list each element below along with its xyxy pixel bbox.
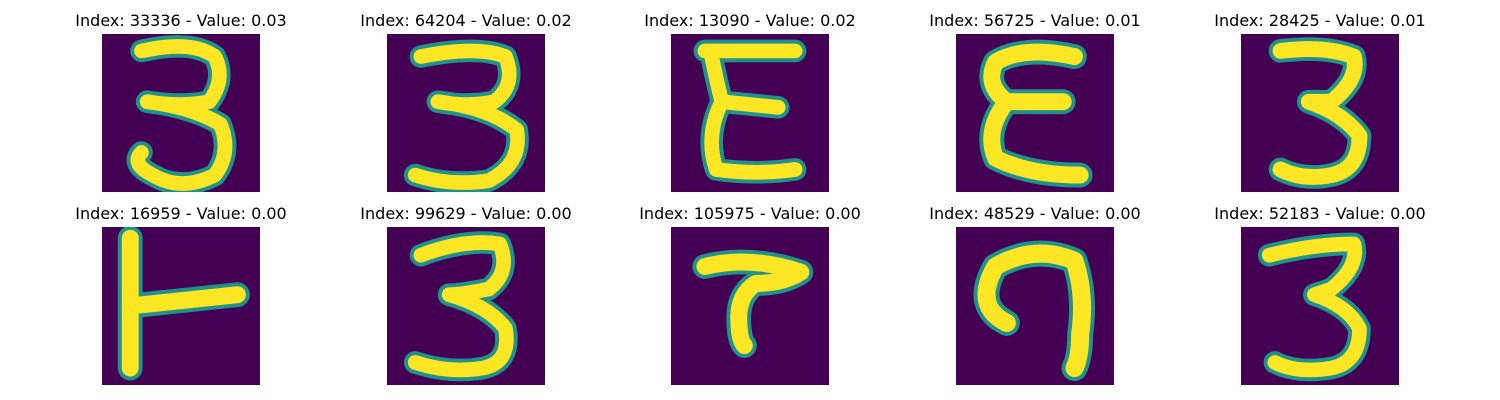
digit-3-icon xyxy=(1241,34,1399,192)
t-glyph-icon xyxy=(671,227,829,385)
letter-e-icon xyxy=(671,34,829,192)
panel-title: Index: 56725 - Value: 0.01 xyxy=(929,11,1141,30)
panel-title: Index: 13090 - Value: 0.02 xyxy=(644,11,856,30)
letter-e-icon xyxy=(956,34,1114,192)
panel-title: Index: 64204 - Value: 0.02 xyxy=(360,11,572,30)
panel-title: Index: 105975 - Value: 0.00 xyxy=(639,204,861,223)
hook-glyph-icon xyxy=(956,227,1114,385)
panel-title: Index: 99629 - Value: 0.00 xyxy=(360,204,572,223)
panel-title: Index: 52183 - Value: 0.00 xyxy=(1214,204,1426,223)
digit-3-icon xyxy=(387,227,545,385)
panel-title: Index: 28425 - Value: 0.01 xyxy=(1214,11,1426,30)
panel-title: Index: 48529 - Value: 0.00 xyxy=(929,204,1141,223)
panel-title: Index: 16959 - Value: 0.00 xyxy=(75,204,287,223)
digit-3-icon xyxy=(102,34,260,192)
digit-3-icon xyxy=(387,34,545,192)
panel-title: Index: 33336 - Value: 0.03 xyxy=(75,11,287,30)
digit-3-icon xyxy=(1241,227,1399,385)
t-rotated-icon xyxy=(102,227,260,385)
